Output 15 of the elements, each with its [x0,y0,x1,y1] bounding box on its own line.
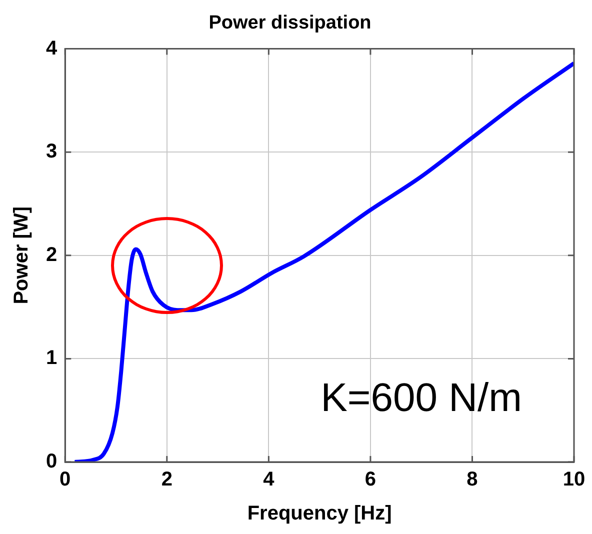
chart-title: Power dissipation [208,12,372,34]
x-axis-title: Frequency [Hz] [247,502,392,525]
x-tick-label: 4 [263,468,276,491]
x-tick-label: 8 [466,468,478,491]
y-tick-label: 2 [46,244,58,266]
x-tick-label: 6 [364,468,376,491]
x-tick-label: 2 [161,468,172,491]
y-tick-label: 0 [46,450,58,473]
y-tick-label: 3 [46,140,58,163]
line-series [72,61,574,462]
y-tick-label: 1 [46,347,58,370]
y-tick-label: 4 [46,37,58,60]
y-axis-title: Power [W] [10,206,33,304]
x-tick-label: 10 [562,468,586,491]
annotation: K=600 N/m [320,376,522,420]
